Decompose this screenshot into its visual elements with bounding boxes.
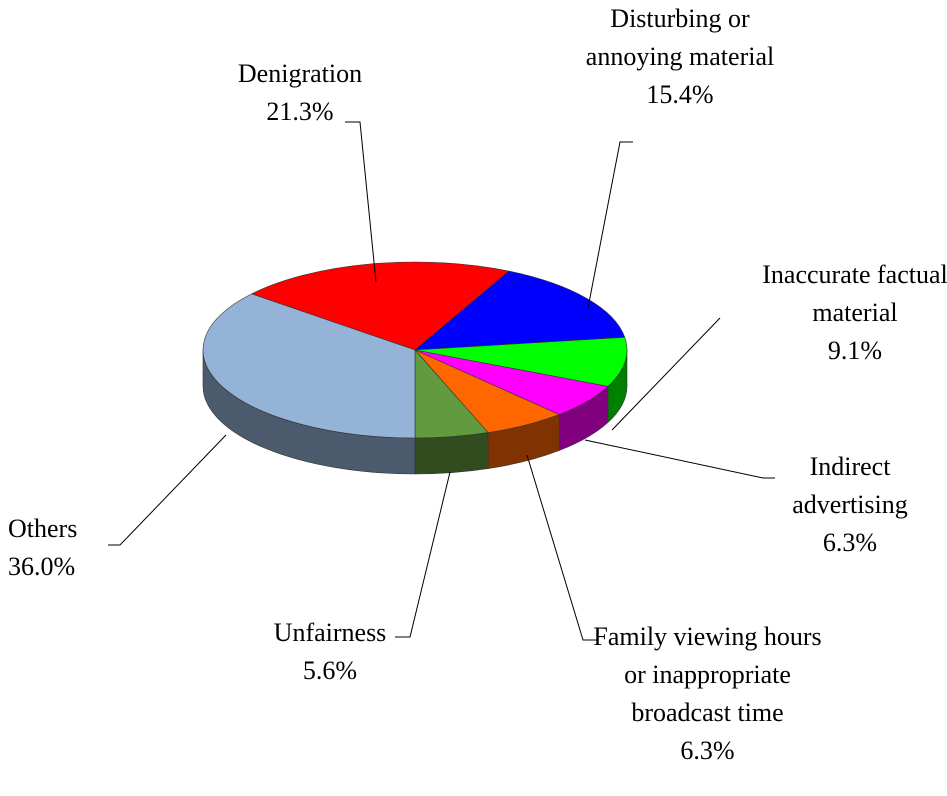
pie-sides <box>202 349 628 475</box>
leader-lines <box>108 121 775 641</box>
category-label: Others <box>8 514 78 543</box>
category-label: Denigration <box>237 59 363 88</box>
pie-slice <box>202 293 416 439</box>
value-label: 6.3% <box>680 736 735 765</box>
slice-label: Indirect advertising 6.3% <box>770 448 930 562</box>
value-label: 15.4% <box>646 80 714 109</box>
category-label: Unfairness <box>273 618 387 647</box>
leader-line <box>108 434 227 546</box>
category-label: Indirect advertising <box>792 452 908 519</box>
leader-line <box>611 317 721 431</box>
pie-slice <box>414 270 626 351</box>
pie-tops <box>202 261 628 439</box>
slice-label: Others 36.0% <box>8 510 118 586</box>
leader-line <box>584 439 775 479</box>
leader-line <box>395 471 451 638</box>
pie-slice <box>250 261 510 351</box>
category-label: Inaccurate factual material <box>762 260 947 327</box>
slice-label: Unfairness 5.6% <box>230 614 430 690</box>
category-label: Disturbing or annoying material <box>585 4 775 71</box>
value-label: 6.3% <box>822 528 878 557</box>
leader-line <box>345 121 377 283</box>
leader-line <box>587 141 633 309</box>
value-label: 36.0% <box>8 552 76 581</box>
leader-line <box>526 454 598 641</box>
slice-label: Denigration 21.3% <box>190 55 410 131</box>
value-label: 9.1% <box>827 336 883 365</box>
category-label: Family viewing hours or inappropriate br… <box>593 622 822 727</box>
value-label: 21.3% <box>266 97 334 126</box>
slice-label: Disturbing or annoying material 15.4% <box>570 0 790 114</box>
pie-slice <box>414 337 628 387</box>
slice-label: Inaccurate factual material 9.1% <box>760 256 947 370</box>
pie-side <box>414 432 489 475</box>
slice-label: Family viewing hours or inappropriate br… <box>590 618 825 770</box>
value-label: 5.6% <box>302 656 358 685</box>
